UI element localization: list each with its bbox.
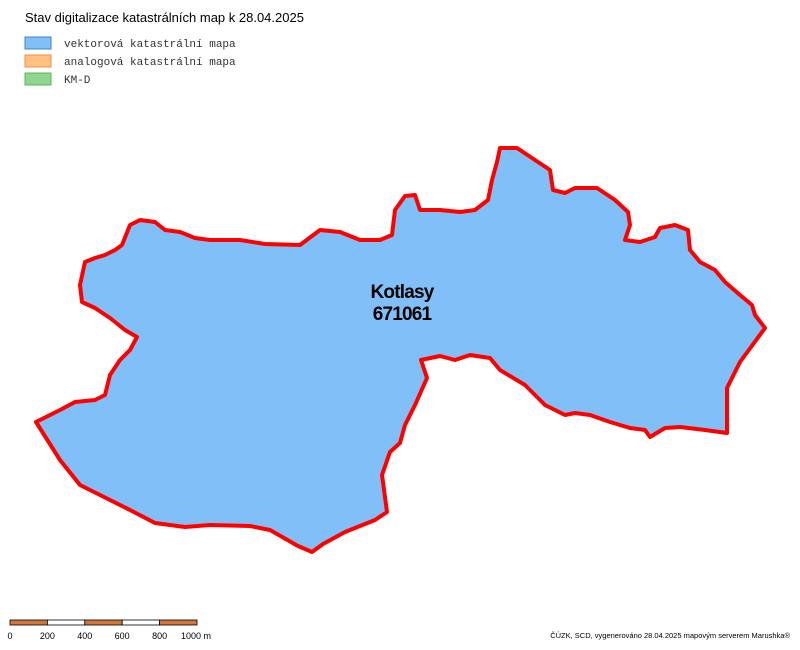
scale-label: 1000 m bbox=[181, 631, 211, 641]
scale-segment bbox=[84, 619, 123, 626]
cadastral-area bbox=[34, 146, 767, 554]
region-code: 671061 bbox=[373, 304, 433, 325]
legend-swatch bbox=[24, 72, 52, 86]
legend-label: analogová katastrální mapa bbox=[64, 57, 236, 69]
scale-segment bbox=[9, 619, 48, 626]
scale-label: 0 bbox=[7, 631, 12, 641]
region-name: Kotlasy bbox=[370, 282, 434, 303]
legend-label: vektorová katastrální mapa bbox=[64, 39, 236, 51]
scale-segment bbox=[159, 619, 198, 626]
scale-segment bbox=[121, 619, 160, 626]
legend-label: KM-D bbox=[64, 75, 91, 87]
attribution: ČÚZK, SCD, vygenerováno 28.04.2025 mapov… bbox=[550, 631, 790, 640]
scale-label: 200 bbox=[40, 631, 55, 641]
scale-label: 800 bbox=[152, 631, 167, 641]
map-title: Stav digitalizace katastrálních map k 28… bbox=[25, 10, 304, 25]
scale-label: 400 bbox=[77, 631, 92, 641]
scale-segment bbox=[47, 619, 86, 626]
legend-swatch bbox=[24, 54, 52, 68]
legend-swatch bbox=[24, 36, 52, 50]
scale-label: 600 bbox=[115, 631, 130, 641]
